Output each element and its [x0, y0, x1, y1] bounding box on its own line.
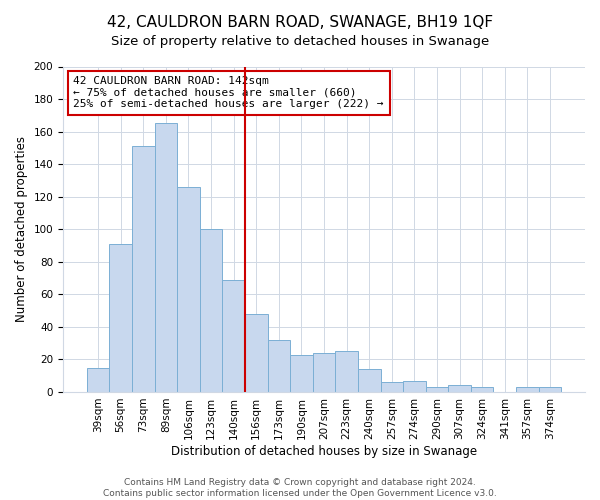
Bar [471, 387, 493, 392]
Bar [132, 146, 155, 392]
Bar [155, 124, 177, 392]
Bar [223, 280, 245, 392]
Bar [335, 352, 358, 392]
Bar [425, 387, 448, 392]
Bar [403, 380, 425, 392]
Bar [87, 368, 109, 392]
X-axis label: Distribution of detached houses by size in Swanage: Distribution of detached houses by size … [171, 444, 477, 458]
Bar [109, 244, 132, 392]
Bar [245, 314, 268, 392]
Text: 42, CAULDRON BARN ROAD, SWANAGE, BH19 1QF: 42, CAULDRON BARN ROAD, SWANAGE, BH19 1Q… [107, 15, 493, 30]
Bar [268, 340, 290, 392]
Bar [290, 354, 313, 392]
Bar [448, 386, 471, 392]
Text: 42 CAULDRON BARN ROAD: 142sqm
← 75% of detached houses are smaller (660)
25% of : 42 CAULDRON BARN ROAD: 142sqm ← 75% of d… [73, 76, 384, 110]
Bar [313, 353, 335, 392]
Bar [177, 187, 200, 392]
Bar [539, 387, 561, 392]
Bar [200, 229, 223, 392]
Text: Contains HM Land Registry data © Crown copyright and database right 2024.
Contai: Contains HM Land Registry data © Crown c… [103, 478, 497, 498]
Bar [516, 387, 539, 392]
Text: Size of property relative to detached houses in Swanage: Size of property relative to detached ho… [111, 35, 489, 48]
Bar [358, 369, 380, 392]
Bar [380, 382, 403, 392]
Y-axis label: Number of detached properties: Number of detached properties [15, 136, 28, 322]
